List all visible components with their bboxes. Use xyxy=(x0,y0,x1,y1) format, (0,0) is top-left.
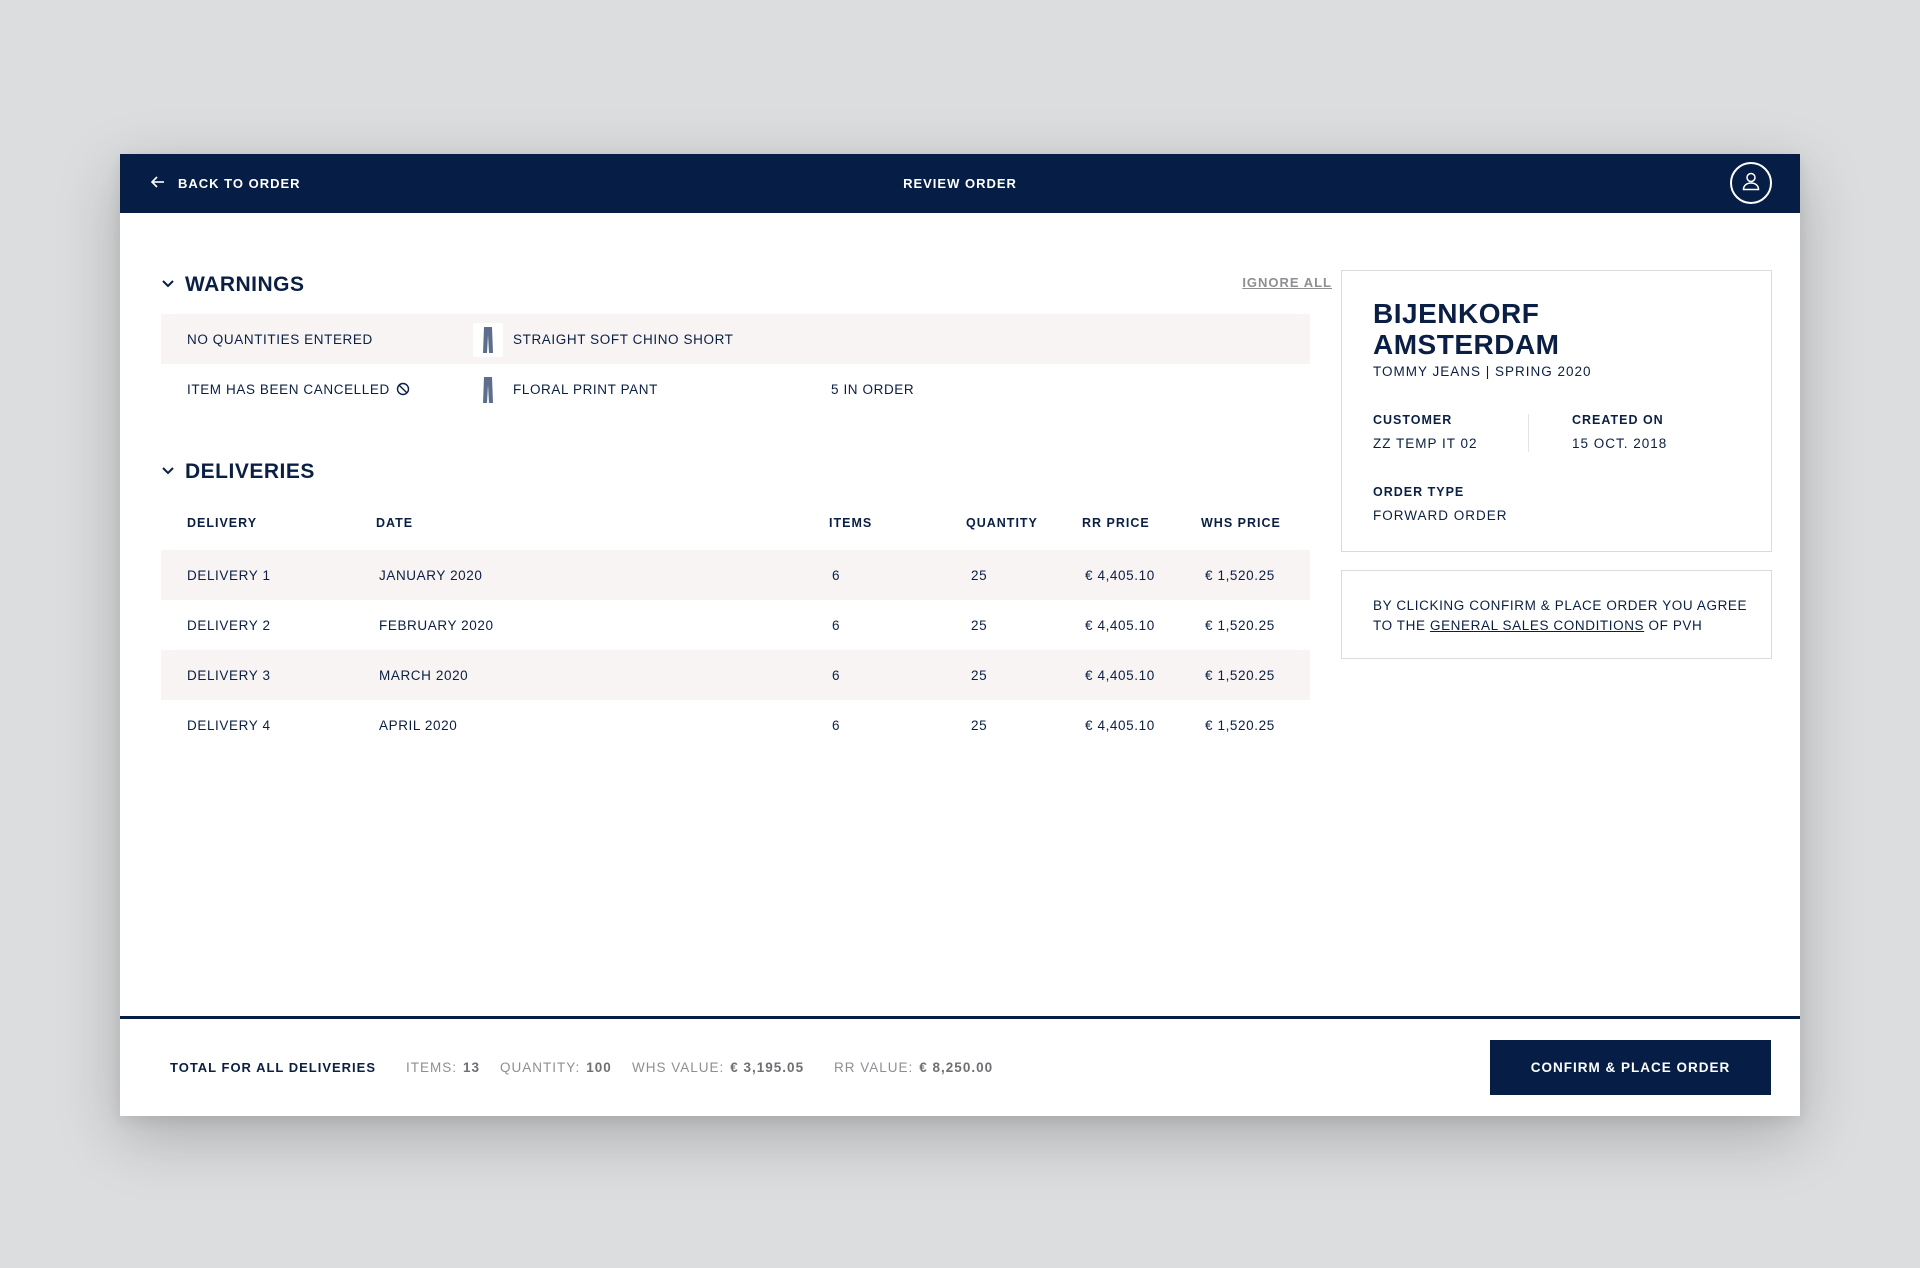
product-thumbnail xyxy=(473,323,503,357)
delivery-whs-price: € 1,520.25 xyxy=(1205,667,1275,683)
brand-season: TOMMY JEANS | SPRING 2020 xyxy=(1373,364,1592,379)
delivery-quantity: 25 xyxy=(971,567,988,583)
delivery-date: JANUARY 2020 xyxy=(379,567,483,583)
delivery-quantity: 25 xyxy=(971,667,988,683)
warning-message: NO QUANTITIES ENTERED xyxy=(187,331,373,347)
deliveries-title: DELIVERIES xyxy=(185,460,315,483)
review-order-window: BACK TO ORDER REVIEW ORDER WARNINGS IGNO… xyxy=(120,154,1800,1116)
delivery-whs-price: € 1,520.25 xyxy=(1205,717,1275,733)
delivery-name: DELIVERY 3 xyxy=(187,667,271,683)
total-quantity: QUANTITY: 100 xyxy=(500,1019,612,1116)
order-type-label: ORDER TYPE xyxy=(1373,485,1465,499)
table-row: DELIVERY 2 FEBRUARY 2020 6 25 € 4,405.10… xyxy=(161,600,1310,650)
terms-text: BY CLICKING CONFIRM & PLACE ORDER YOU AG… xyxy=(1373,596,1753,636)
delivery-rr-price: € 4,405.10 xyxy=(1085,667,1155,683)
column-header-rr-price: RR PRICE xyxy=(1082,516,1150,530)
delivery-whs-price: € 1,520.25 xyxy=(1205,617,1275,633)
column-header-quantity: QUANTITY xyxy=(966,516,1038,530)
product-thumbnail xyxy=(473,373,503,407)
total-rr-amount: € 8,250.00 xyxy=(919,1060,994,1075)
deliveries-toggle[interactable]: DELIVERIES xyxy=(161,460,315,484)
total-whs-value: WHS VALUE: € 3,195.05 xyxy=(632,1019,804,1116)
delivery-quantity: 25 xyxy=(971,717,988,733)
column-header-items: ITEMS xyxy=(829,516,873,530)
delivery-rr-price: € 4,405.10 xyxy=(1085,617,1155,633)
delivery-rr-price: € 4,405.10 xyxy=(1085,717,1155,733)
back-to-order-label: BACK TO ORDER xyxy=(178,176,301,191)
ignore-all-link[interactable]: IGNORE ALL xyxy=(1242,275,1332,290)
general-sales-conditions-link[interactable]: GENERAL SALES CONDITIONS xyxy=(1429,618,1645,633)
arrow-left-icon xyxy=(150,174,166,193)
user-avatar-button[interactable] xyxy=(1730,162,1772,204)
customer-label: CUSTOMER xyxy=(1373,413,1453,427)
warning-detail: 5 IN ORDER xyxy=(831,381,915,397)
total-whs-label: WHS VALUE: xyxy=(632,1060,725,1075)
column-header-whs-price: WHS PRICE xyxy=(1201,516,1281,530)
totals-title: TOTAL FOR ALL DELIVERIES xyxy=(170,1060,377,1075)
page-title: REVIEW ORDER xyxy=(903,176,1017,191)
warning-row: ITEM HAS BEEN CANCELLED FLORAL PRINT PAN… xyxy=(161,364,1310,414)
store-name: BIJENKORF AMSTERDAM xyxy=(1373,298,1560,360)
total-items: ITEMS: 13 xyxy=(406,1019,480,1116)
order-type-value: FORWARD ORDER xyxy=(1373,508,1508,523)
total-rr-label: RR VALUE: xyxy=(834,1060,914,1075)
chevron-down-icon xyxy=(161,273,175,297)
delivery-name: DELIVERY 2 xyxy=(187,617,271,633)
delivery-quantity: 25 xyxy=(971,617,988,633)
warning-product: STRAIGHT SOFT CHINO SHORT xyxy=(513,331,734,347)
totals-footer: TOTAL FOR ALL DELIVERIES ITEMS: 13 QUANTI… xyxy=(120,1016,1800,1116)
delivery-name: DELIVERY 4 xyxy=(187,717,271,733)
delivery-name: DELIVERY 1 xyxy=(187,567,271,583)
confirm-place-order-button[interactable]: CONFIRM & PLACE ORDER xyxy=(1490,1040,1771,1095)
warning-message: ITEM HAS BEEN CANCELLED xyxy=(187,364,410,414)
delivery-date: MARCH 2020 xyxy=(379,667,469,683)
warning-row: NO QUANTITIES ENTERED STRAIGHT SOFT CHIN… xyxy=(161,314,1310,364)
ban-icon xyxy=(396,382,410,396)
delivery-whs-price: € 1,520.25 xyxy=(1205,567,1275,583)
created-on-value: 15 OCT. 2018 xyxy=(1572,436,1668,451)
back-to-order-link[interactable]: BACK TO ORDER xyxy=(150,154,301,213)
delivery-items: 6 xyxy=(832,617,841,633)
delivery-rr-price: € 4,405.10 xyxy=(1085,567,1155,583)
terms-card: BY CLICKING CONFIRM & PLACE ORDER YOU AG… xyxy=(1341,570,1772,659)
total-items-value: 13 xyxy=(463,1060,481,1075)
table-row: DELIVERY 1 JANUARY 2020 6 25 € 4,405.10 … xyxy=(161,550,1310,600)
total-quantity-value: 100 xyxy=(586,1060,612,1075)
warning-message-text: ITEM HAS BEEN CANCELLED xyxy=(187,381,390,397)
terms-prefix: BY CLICKING CONFIRM & PLACE ORDER YOU AG… xyxy=(1373,598,1748,633)
total-rr-value: RR VALUE: € 8,250.00 xyxy=(834,1019,993,1116)
chevron-down-icon xyxy=(161,460,175,484)
warning-product: FLORAL PRINT PANT xyxy=(513,381,658,397)
top-bar: BACK TO ORDER REVIEW ORDER xyxy=(120,154,1800,213)
delivery-date: APRIL 2020 xyxy=(379,717,458,733)
warnings-title: WARNINGS xyxy=(185,273,305,296)
divider xyxy=(1528,414,1529,452)
total-whs-amount: € 3,195.05 xyxy=(730,1060,805,1075)
total-items-label: ITEMS: xyxy=(406,1060,458,1075)
order-info-card: BIJENKORF AMSTERDAM TOMMY JEANS | SPRING… xyxy=(1341,270,1772,552)
delivery-items: 6 xyxy=(832,667,841,683)
created-on-label: CREATED ON xyxy=(1572,413,1664,427)
user-icon xyxy=(1740,170,1762,197)
delivery-items: 6 xyxy=(832,567,841,583)
column-header-date: DATE xyxy=(376,516,414,530)
delivery-date: FEBRUARY 2020 xyxy=(379,617,494,633)
table-row: DELIVERY 3 MARCH 2020 6 25 € 4,405.10 € … xyxy=(161,650,1310,700)
terms-suffix: OF PVH xyxy=(1644,618,1703,633)
column-header-delivery: DELIVERY xyxy=(187,516,258,530)
table-row: DELIVERY 4 APRIL 2020 6 25 € 4,405.10 € … xyxy=(161,700,1310,750)
total-quantity-label: QUANTITY: xyxy=(500,1060,581,1075)
delivery-items: 6 xyxy=(832,717,841,733)
warnings-toggle[interactable]: WARNINGS xyxy=(161,273,305,297)
customer-value: ZZ TEMP IT 02 xyxy=(1373,436,1478,451)
